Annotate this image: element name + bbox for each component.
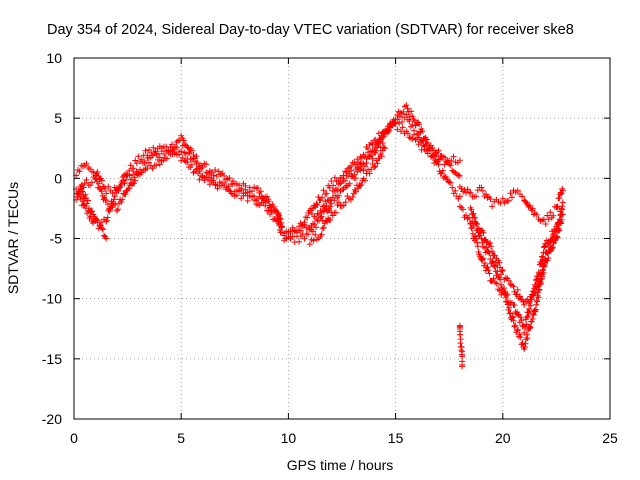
scatter-markers bbox=[306, 144, 388, 248]
x-tick-label: 0 bbox=[70, 430, 78, 446]
series-track-3 bbox=[73, 142, 285, 236]
scatter-markers bbox=[281, 111, 463, 242]
tick-labels: 0 5 10 15 20 25 -20 -15 -10 -5 0 5 10 bbox=[42, 50, 618, 446]
y-axis-label: SDTVAR / TECUs bbox=[5, 182, 21, 294]
x-tick-label: 25 bbox=[602, 430, 618, 446]
scatter-markers bbox=[456, 183, 566, 227]
scatter-markers bbox=[77, 181, 110, 242]
scatter-markers bbox=[467, 220, 560, 336]
y-tick-label: 5 bbox=[54, 110, 62, 126]
y-tick-label: -10 bbox=[42, 291, 62, 307]
scatter-markers bbox=[73, 142, 285, 236]
x-tick-label: 10 bbox=[281, 430, 297, 446]
x-tick-label: 5 bbox=[177, 430, 185, 446]
x-tick-label: 20 bbox=[495, 430, 511, 446]
scatter-markers bbox=[456, 322, 466, 370]
series-track-13 bbox=[456, 322, 466, 370]
y-tick-label: -5 bbox=[50, 231, 63, 247]
y-tick-label: 0 bbox=[54, 170, 62, 186]
series-track-4 bbox=[77, 181, 110, 242]
series-track-12 bbox=[467, 220, 560, 336]
chart-title: Day 354 of 2024, Sidereal Day-to-day VTE… bbox=[47, 22, 574, 38]
series-track-9 bbox=[456, 183, 566, 227]
plot-points bbox=[73, 102, 566, 370]
y-tick-label: -15 bbox=[42, 351, 62, 367]
x-axis-label: GPS time / hours bbox=[287, 457, 394, 473]
x-tick-label: 15 bbox=[388, 430, 404, 446]
ticks bbox=[73, 57, 611, 420]
y-tick-label: -20 bbox=[42, 411, 62, 427]
series-track-7 bbox=[281, 111, 463, 242]
y-tick-label: 10 bbox=[46, 50, 62, 66]
series-track-8 bbox=[306, 144, 388, 248]
